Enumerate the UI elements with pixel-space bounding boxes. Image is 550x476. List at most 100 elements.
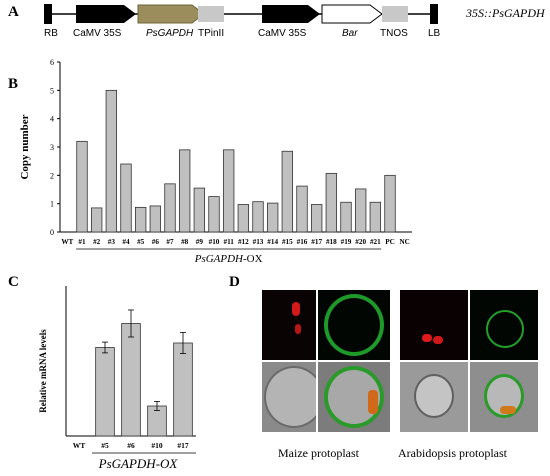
x-tick-label: WT [73, 441, 86, 450]
x-tick-label: #13 [253, 238, 264, 246]
x-tick-label: #20 [355, 238, 366, 246]
x-tick-label: #10 [209, 238, 220, 246]
bar [369, 201, 382, 233]
x-tick-label: #6 [152, 238, 160, 246]
x-group-label: PsGAPDH-OX [194, 253, 263, 265]
maize-merged [318, 362, 390, 432]
arabidopsis-brightfield [400, 362, 468, 432]
x-tick-label: #16 [297, 238, 308, 246]
x-group-label: PsGAPDH-OX [98, 456, 179, 471]
x-tick-label: PC [385, 238, 395, 246]
label-camv35s-2: CaMV 35S [258, 28, 307, 39]
x-tick-label: #4 [122, 238, 130, 246]
x-tick-label: #15 [282, 238, 293, 246]
bar [208, 196, 220, 233]
bar [193, 187, 206, 233]
maize-green-channel [318, 290, 390, 360]
x-tick-label: #2 [93, 238, 101, 246]
y-tick-label: 1 [50, 200, 54, 209]
x-tick-label: #6 [127, 441, 135, 450]
x-tick-label: #9 [196, 238, 204, 246]
bar [384, 174, 396, 233]
x-tick-label: #1 [78, 238, 86, 246]
bar [354, 188, 367, 233]
maize-red-channel [262, 290, 316, 360]
bar [134, 206, 147, 233]
x-tick-label: #3 [108, 238, 116, 246]
construct-name: 35S::PsGAPDH [466, 6, 545, 20]
y-tick-label: 6 [50, 58, 54, 67]
microscopy-panel [262, 290, 538, 438]
x-tick-label: #21 [370, 238, 381, 246]
bar [120, 163, 132, 233]
y-tick-label: 3 [50, 143, 54, 152]
bar [222, 149, 235, 233]
rb-border [44, 4, 52, 24]
label-tpinii: TPinII [198, 28, 225, 39]
arabidopsis-merged [470, 362, 538, 432]
x-tick-label: #12 [238, 238, 249, 246]
bar [310, 204, 323, 233]
camv35s-promoter-2 [262, 5, 320, 23]
bar-gene [321, 4, 383, 24]
bar [237, 204, 250, 233]
mrna-level-chart: WT #5 #6 #10 #17 PsGAPDH-OX Relative mRNA leve… [38, 286, 196, 471]
x-tick-label: #19 [341, 238, 352, 246]
label-tnos: TNOS [380, 28, 408, 39]
y-axis-title: Relative mRNA levels [38, 329, 48, 413]
x-tick-label: #5 [101, 441, 109, 450]
bar [296, 185, 308, 233]
arabidopsis-caption: Arabidopsis protoplast [398, 446, 507, 460]
x-tick-label: #17 [177, 441, 189, 450]
x-tick-label: #14 [267, 238, 278, 246]
y-tick-label: 2 [50, 171, 54, 180]
y-axis-title: Copy number [19, 114, 31, 179]
bar [90, 207, 103, 233]
bar [281, 150, 294, 233]
bar [121, 323, 141, 437]
label-lb: LB [428, 28, 441, 39]
lb-border [430, 4, 438, 24]
panel-label-b: B [8, 76, 19, 92]
x-tick-label: #11 [223, 238, 234, 246]
bar [340, 201, 352, 233]
arabidopsis-green-channel [470, 290, 538, 360]
maize-brightfield [262, 362, 316, 432]
construct-diagram [44, 4, 438, 24]
y-tick-label: 4 [50, 115, 54, 124]
x-tick-label: #18 [326, 238, 337, 246]
x-tick-label: NC [399, 238, 409, 246]
label-camv35s-1: CaMV 35S [73, 28, 122, 39]
x-tick-label: #8 [181, 238, 189, 246]
bar [164, 183, 176, 233]
panel-label-a: A [8, 4, 19, 20]
label-psgapdh: PsGAPDH [146, 28, 194, 39]
psgapdh-gene [137, 4, 205, 24]
tpinii-terminator [198, 6, 224, 22]
tnos-terminator [382, 6, 408, 22]
bar [105, 89, 118, 233]
bar [178, 149, 191, 233]
x-tick-label: #10 [151, 441, 163, 450]
panel-label-c: C [8, 274, 19, 290]
bar [266, 202, 279, 233]
y-tick-label: 0 [50, 228, 54, 237]
bar [252, 201, 264, 233]
maize-caption: Maize protoplast [278, 446, 359, 460]
x-tick-label: WT [61, 238, 73, 246]
bar [76, 140, 88, 233]
bar [95, 347, 115, 437]
label-bar: Bar [342, 28, 358, 39]
camv35s-promoter-1 [76, 5, 136, 23]
x-tick-label: #17 [311, 238, 322, 246]
bar [149, 205, 162, 233]
panel-label-d: D [229, 274, 240, 290]
bar [173, 342, 193, 437]
label-rb: RB [44, 28, 58, 39]
x-tick-label: #7 [166, 238, 174, 246]
x-tick-label: #5 [137, 238, 145, 246]
arabidopsis-red-channel [400, 290, 468, 360]
y-tick-label: 5 [50, 86, 54, 95]
bar [325, 172, 338, 233]
